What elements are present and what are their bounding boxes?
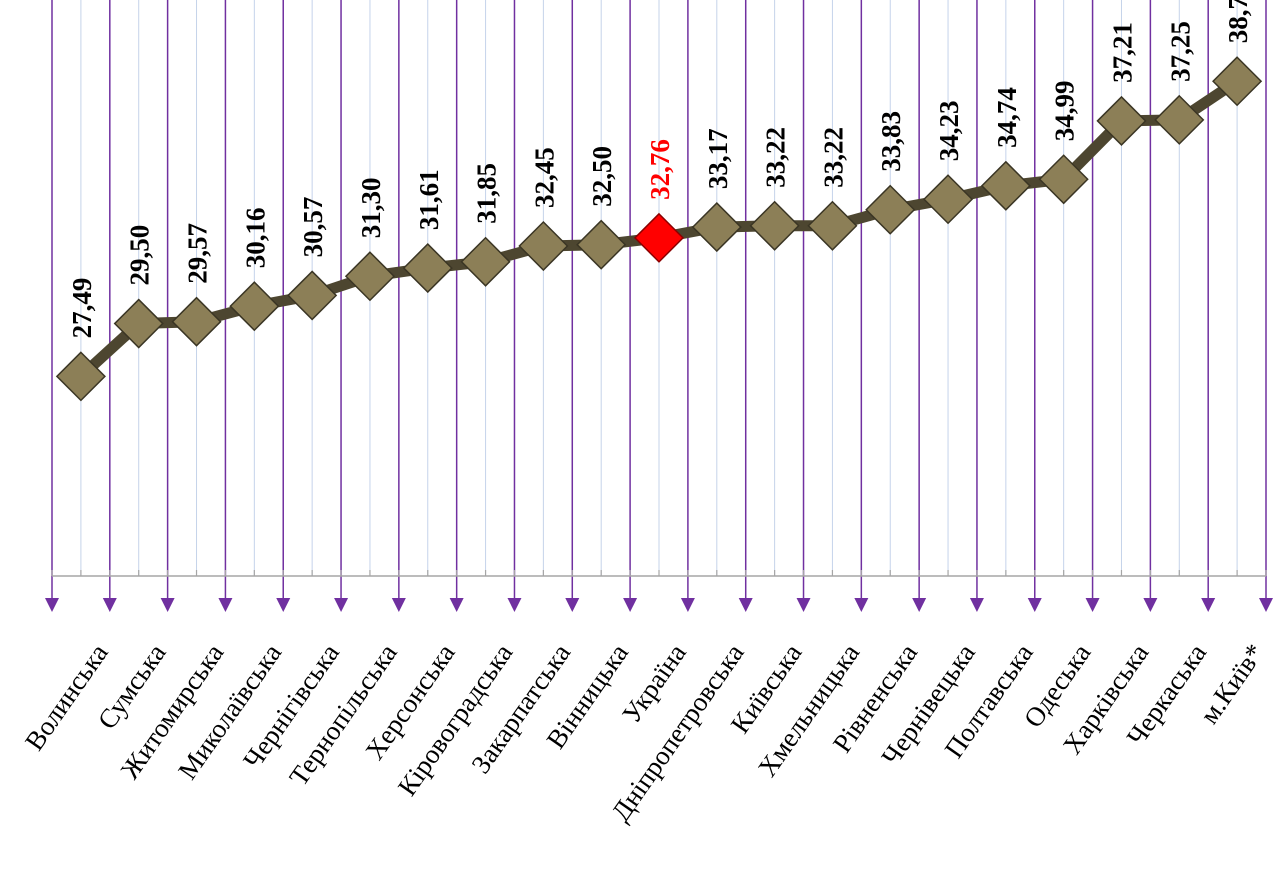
drop-arrow-head [334,598,349,612]
drop-arrow-head [1085,598,1100,612]
drop-arrow-head [796,598,811,612]
drop-arrow-head [854,598,869,612]
data-label: 34,99 [1050,81,1080,142]
data-point [344,251,396,302]
data-label: 32,76 [645,139,675,200]
drop-arrow-head [912,598,927,612]
data-label: 33,22 [761,127,791,188]
data-label: 30,16 [240,207,270,268]
drop-arrow-head [102,598,117,612]
data-label: 32,45 [529,147,559,208]
drop-arrow-head [1259,598,1273,612]
data-point [865,184,916,235]
data-point [576,219,627,270]
drop-arrow-head [160,598,175,612]
data-point [922,174,974,225]
data-label: 31,30 [356,177,386,238]
grid-layer [80,0,1238,576]
data-point [55,351,106,402]
data-label: 31,85 [472,163,502,224]
drop-arrow-head [1143,598,1158,612]
data-label: 31,61 [414,169,444,230]
data-point [113,298,164,349]
category-label-layer: ВолинськаСумськаЖитомирськаМиколаївськаЧ… [19,638,1270,826]
data-label: 27,49 [67,278,97,339]
data-point [980,160,1031,211]
data-label: 38,72 [1223,0,1253,43]
data-point [1096,95,1147,146]
data-label: 33,17 [703,128,733,189]
data-label: 33,83 [876,111,906,172]
data-label: 37,21 [1107,22,1137,83]
data-label: 33,22 [818,127,848,188]
axis-layer [51,570,1267,577]
data-label: 30,57 [298,197,328,258]
data-point [749,200,800,251]
data-point [402,243,453,294]
data-label: 29,50 [125,225,155,286]
data-point-highlight [633,212,685,263]
drop-arrow-head [969,598,984,612]
data-label: 37,25 [1165,21,1195,82]
drop-arrow-head [1201,598,1216,612]
data-point [287,270,338,321]
drop-arrow-head [623,598,638,612]
data-point [691,202,742,253]
drop-arrow-head [680,598,695,612]
data-label: 34,74 [992,87,1022,148]
drop-arrow-head [507,598,522,612]
data-label: 34,23 [934,100,964,161]
data-point [460,236,511,287]
value-layer: 27,49 29,50 29,57 30,16 30,57 31,30 31,61 31,85… [67,0,1253,338]
data-point [807,200,858,251]
drop-arrow-head [218,598,233,612]
data-point [229,281,280,332]
drop-arrow-head [449,598,464,612]
drop-arrow-head [276,598,291,612]
drop-arrow-head [391,598,406,612]
drop-arrow-head [1027,598,1042,612]
data-label: 32,50 [587,146,617,207]
data-point [171,296,222,347]
data-point [1038,154,1089,205]
marker-layer [55,56,1263,402]
data-point [1212,56,1263,107]
drop-arrow-head [565,598,580,612]
data-point [518,220,569,272]
data-point [1154,94,1205,145]
drop-arrow-head [738,598,753,612]
drop-arrow-head [45,598,59,612]
data-label: 29,57 [183,223,213,284]
category-label: Волинська [19,638,114,756]
